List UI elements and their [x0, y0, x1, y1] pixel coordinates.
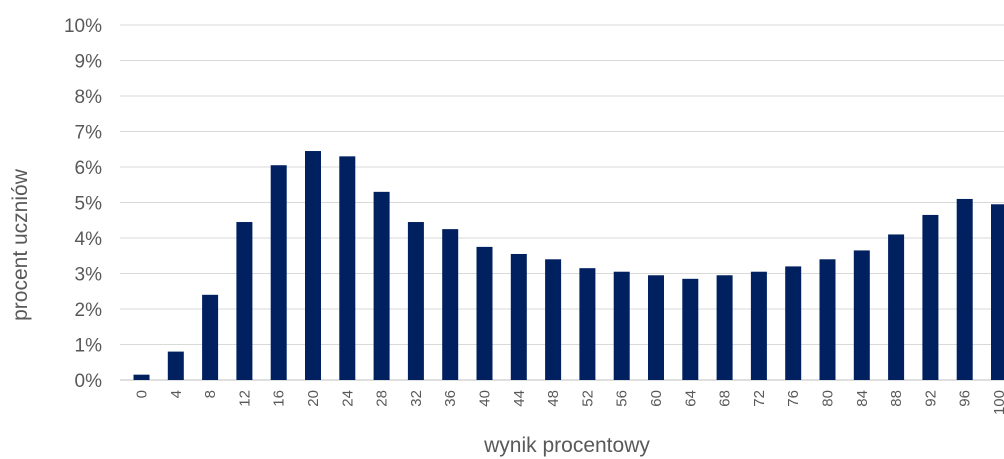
y-tick-label: 1% [75, 336, 103, 357]
bar-32 [407, 222, 424, 380]
x-tick-label: 8 [202, 390, 219, 398]
x-tick-label: 76 [785, 390, 802, 407]
bar-52 [579, 268, 596, 380]
x-tick-label: 84 [854, 390, 871, 407]
x-tick-label: 96 [957, 390, 974, 407]
bar-88 [888, 234, 905, 380]
bar-36 [442, 229, 459, 380]
y-axis-title: procent uczniów [9, 168, 32, 321]
bar-48 [545, 259, 562, 380]
bar-0 [133, 374, 150, 380]
y-tick-label: 0% [75, 371, 103, 392]
x-tick-label: 64 [682, 390, 699, 407]
bar-72 [750, 271, 767, 380]
bar-100 [991, 204, 1004, 380]
x-tick-label: 28 [374, 390, 391, 407]
x-tick-label: 72 [751, 390, 768, 407]
x-tick-label: 68 [717, 390, 734, 407]
x-tick-label: 4 [168, 390, 185, 398]
y-tick-label: 2% [75, 300, 103, 321]
x-tick-label: 52 [579, 390, 596, 407]
x-tick-label: 40 [477, 390, 494, 407]
y-tick-label: 6% [75, 158, 103, 179]
y-tick-label: 4% [75, 229, 103, 250]
x-tick-label: 48 [545, 390, 562, 407]
x-tick-label: 44 [511, 390, 528, 407]
y-tick-label: 5% [75, 194, 103, 215]
x-tick-label: 100 [991, 390, 1004, 415]
x-tick-label: 60 [648, 390, 665, 407]
x-axis-tick-labels: 0 4 8 12 16 20 24 28 32 36 40 44 48 52 56 60 64 68 72 76 80 8… [134, 390, 1004, 415]
bar-12 [236, 222, 253, 380]
x-tick-label: 80 [820, 390, 837, 407]
bar-44 [510, 253, 527, 380]
bar-28 [373, 191, 390, 380]
bar-64 [682, 278, 699, 380]
bar-4 [167, 351, 184, 380]
bar-76 [785, 266, 802, 380]
x-tick-label: 56 [614, 390, 631, 407]
y-tick-label: 9% [75, 52, 103, 73]
bar-56 [613, 271, 630, 380]
bars [133, 151, 1004, 380]
bar-68 [716, 275, 733, 380]
x-tick-label: 0 [134, 390, 151, 398]
x-tick-label: 88 [888, 390, 905, 407]
y-tick-label: 7% [75, 123, 103, 144]
gridlines [120, 24, 1004, 381]
x-axis-title: wynik procentowy [483, 434, 650, 457]
bar-8 [202, 294, 219, 380]
y-tick-label: 3% [75, 265, 103, 286]
bar-24 [339, 156, 356, 380]
x-tick-label: 12 [236, 390, 253, 407]
bar-20 [305, 151, 321, 380]
y-tick-label: 8% [75, 87, 103, 108]
bar-16 [270, 165, 287, 380]
bar-80 [819, 259, 836, 380]
bar-96 [956, 198, 973, 380]
x-tick-label: 92 [922, 390, 939, 407]
x-tick-label: 24 [339, 390, 356, 407]
bar-40 [476, 246, 493, 380]
x-tick-label: 32 [408, 390, 425, 407]
x-tick-label: 16 [271, 390, 288, 407]
y-axis-tick-labels: 0% 1% 2% 3% 4% 5% 6% 7% 8% 9% 10% [64, 16, 102, 392]
bar-60 [648, 275, 664, 380]
x-tick-label: 20 [305, 390, 322, 407]
y-tick-label: 10% [64, 16, 102, 37]
bar-92 [922, 214, 939, 380]
x-tick-label: 36 [442, 390, 459, 407]
bar-84 [853, 250, 870, 380]
